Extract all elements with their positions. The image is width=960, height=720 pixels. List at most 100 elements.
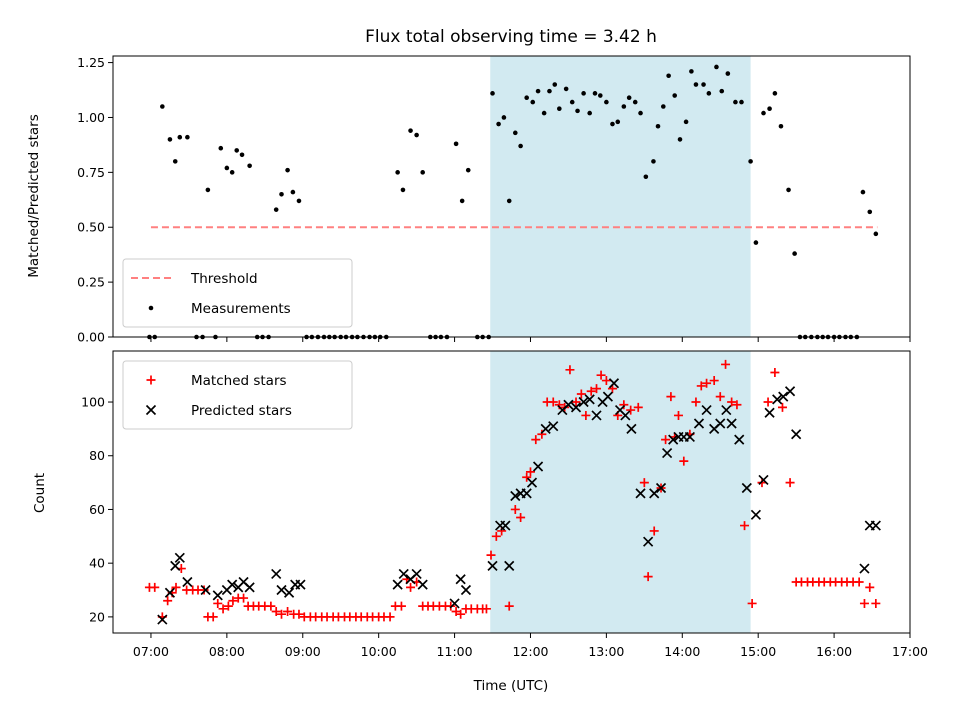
top-series0-point [177, 134, 183, 140]
bottom-series0-point [592, 384, 602, 394]
top-series0-point [552, 82, 558, 87]
bottom-series0-point [854, 577, 864, 587]
bottom-series1-point [487, 560, 498, 571]
bottom-series0-point [208, 612, 218, 622]
bottom-series1-point [532, 461, 544, 472]
top-series0-point [632, 99, 638, 105]
bottom-x-tick-label: 11:00 [437, 644, 473, 659]
bottom-series1-point [182, 576, 193, 588]
bottom-series0-point [666, 392, 676, 402]
bottom-series1-point [662, 447, 673, 459]
top-y-tick-label: 0.75 [77, 165, 105, 180]
bottom-observing-span [490, 351, 751, 633]
top-series0-point [792, 251, 797, 256]
bottom-series0-point [150, 582, 160, 592]
top-series0-point [575, 108, 580, 114]
top-series0-point [610, 121, 615, 127]
bottom-series0-point [709, 376, 719, 386]
bottom-series1-point [684, 431, 695, 443]
bottom-series0-point [633, 402, 643, 412]
bottom-series1-point [563, 399, 574, 410]
top-series0-point [587, 110, 592, 116]
bottom-series1-point [510, 490, 521, 502]
top-legend-label: Measurements [191, 301, 291, 317]
bottom-series0-point [691, 397, 701, 407]
bottom-series0-point [218, 604, 228, 614]
top-series0-point [524, 95, 529, 101]
bottom-series1-point [500, 520, 511, 531]
bottom-y-tick-label: 60 [89, 502, 105, 517]
bottom-series0-point [747, 598, 757, 608]
bottom-y-tick-label: 80 [89, 448, 105, 463]
bottom-series1-point [455, 574, 466, 585]
bottom-series0-point [510, 504, 520, 514]
bottom-y-tick-label: 100 [81, 395, 105, 410]
bottom-series1-point [584, 394, 595, 405]
bottom-series0-point [456, 609, 466, 619]
bottom-series1-point [283, 587, 295, 598]
top-series0-point [273, 207, 279, 212]
top-series0-point [490, 91, 495, 96]
top-series0-point [772, 91, 778, 96]
top-series0-point [651, 159, 656, 164]
top-series0-point [598, 93, 603, 98]
top-series0-point [581, 91, 586, 96]
top-series0-point [867, 209, 873, 215]
bottom-series0-point [283, 607, 293, 617]
bottom-x-tick-label: 15:00 [740, 644, 776, 659]
bottom-series1-point [411, 568, 422, 580]
bottom-series0-point [228, 596, 238, 606]
bottom-x-tick-label: 13:00 [588, 644, 624, 659]
bottom-series0-point [266, 601, 276, 611]
bottom-x-tick-label: 14:00 [664, 644, 700, 659]
top-series0-point [285, 167, 290, 173]
top-series0-point [706, 91, 712, 96]
bottom-series0-point [639, 478, 649, 488]
bottom-series1-point [164, 587, 176, 598]
bottom-series0-point [740, 521, 750, 531]
top-series0-point [563, 86, 569, 92]
bottom-series0-point [537, 429, 547, 439]
top-series0-point [739, 99, 744, 105]
top-series0-point [224, 165, 230, 171]
top-series0-point [496, 121, 501, 127]
top-series0-point [683, 119, 689, 125]
top-series0-point [512, 130, 518, 136]
top-y-tick-label: 1.00 [77, 110, 105, 125]
top-series0-point [767, 106, 772, 111]
bottom-series0-point [481, 604, 491, 614]
bottom-series0-point [522, 472, 532, 482]
top-series0-point [234, 148, 240, 153]
bottom-series0-point [721, 359, 731, 369]
bottom-series0-point [525, 467, 535, 477]
top-series0-point [666, 73, 671, 79]
bottom-series0-point [385, 612, 395, 622]
bottom-series1-point [791, 429, 802, 440]
top-panel: 0.00 0.25 0.50 0.75 1.00 1.25 Threshold Measure… [77, 55, 911, 345]
top-series0-point [672, 93, 677, 98]
bottom-series1-point [764, 407, 775, 418]
bottom-series1-point [398, 568, 409, 580]
bottom-series0-point [565, 365, 575, 375]
bottom-series1-point [449, 598, 460, 609]
bottom-series0-point [504, 601, 514, 611]
bottom-legend-label: Matched stars [191, 373, 287, 389]
bottom-series1-point [643, 536, 654, 547]
top-series0-point [541, 110, 547, 116]
bottom-series1-point [608, 378, 620, 389]
top-series0-point [701, 82, 706, 87]
top-series0-point [400, 187, 406, 193]
bottom-series0-point [770, 367, 780, 377]
bottom-panel: 20 40 60 80 100 07:00 08:00 09:00 10:00 11:00 12:0… [81, 350, 928, 659]
bottom-series0-point [581, 410, 591, 420]
top-series0-point [420, 170, 425, 175]
bottom-series1-point [200, 584, 211, 596]
top-series0-point [592, 91, 598, 96]
bottom-series0-point [548, 397, 558, 407]
top-series0-point [604, 99, 609, 105]
top-series0-point [185, 134, 190, 140]
bottom-series1-point [570, 402, 582, 413]
top-series0-point [626, 95, 632, 101]
bottom-series1-point [212, 590, 223, 601]
bottom-series1-point [591, 410, 602, 421]
